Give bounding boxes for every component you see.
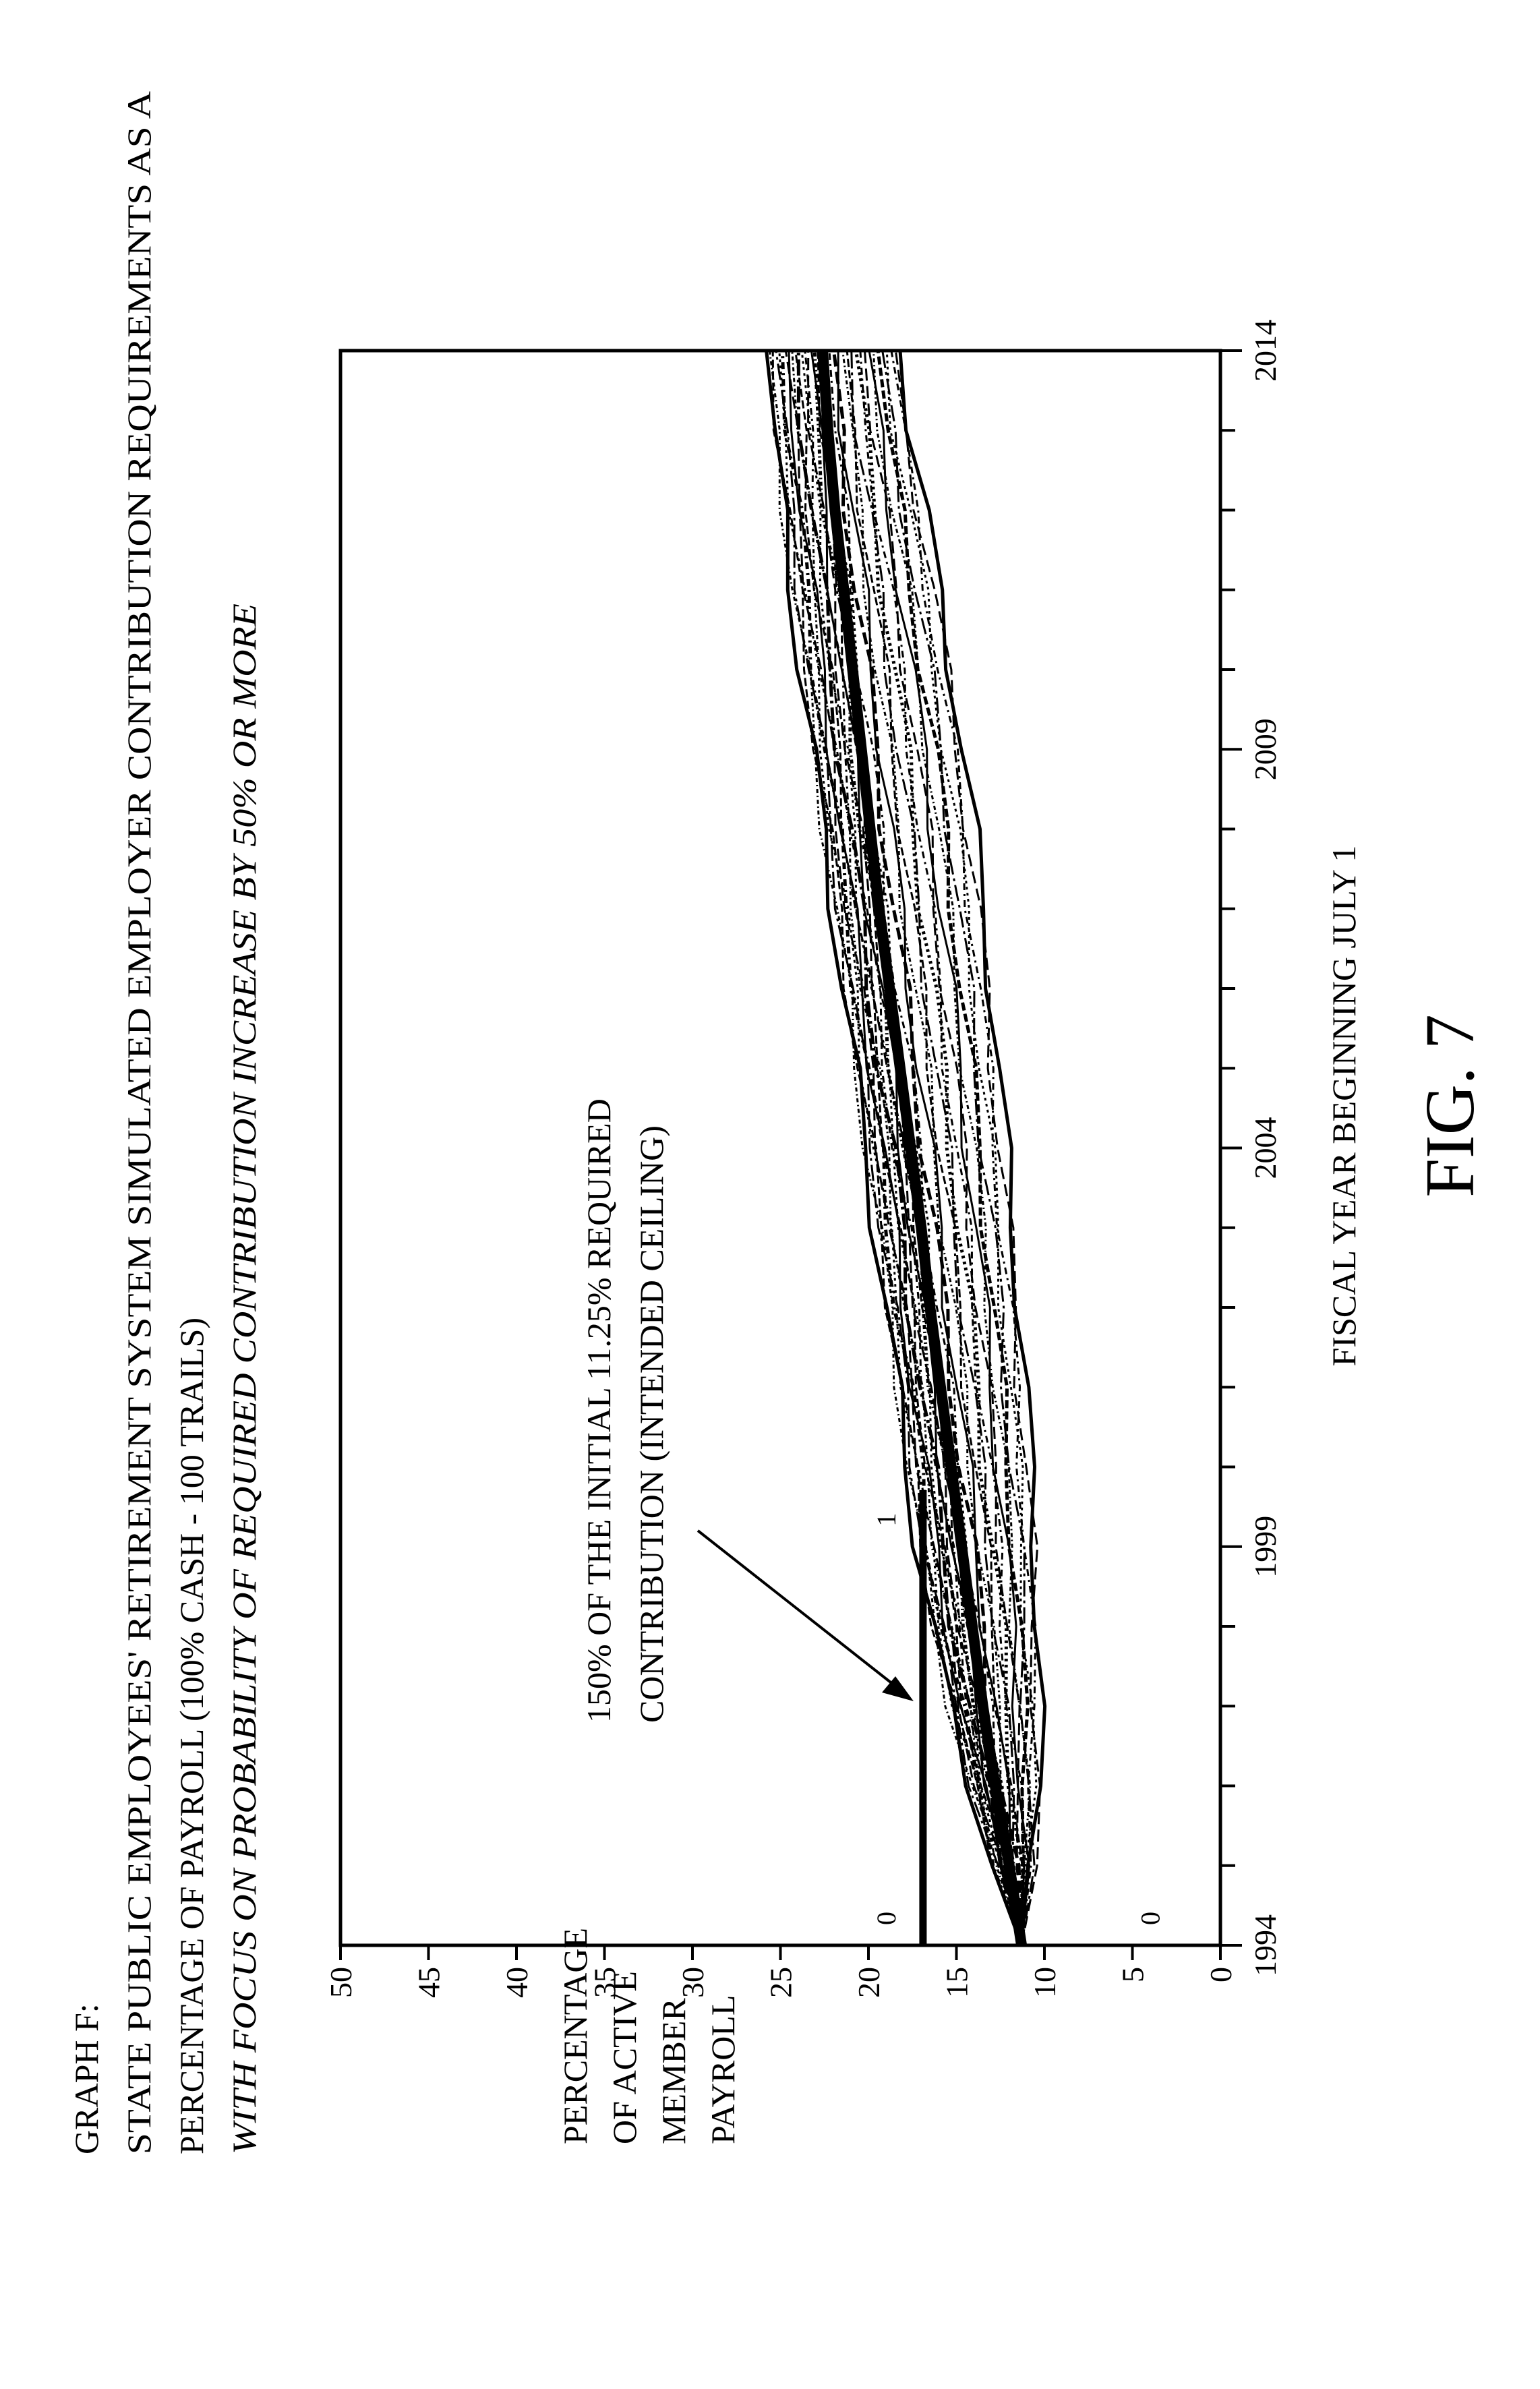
count-marker: 1 bbox=[871, 1513, 901, 1527]
header-subtitle: WITH FOCUS ON PROBABILITY OF REQUIRED CO… bbox=[225, 603, 263, 2154]
header-title-line2: PERCENTAGE OF PAYROLL (100% CASH - 100 T… bbox=[173, 1318, 210, 2154]
y-axis-label: PERCENTAGEOF ACTIVEMEMBERPAYROLL bbox=[556, 1928, 742, 2144]
y-tick-label: 0 bbox=[1204, 1967, 1238, 1982]
ceiling-arrow-shaft bbox=[698, 1531, 904, 1692]
x-tick-label: 2004 bbox=[1248, 1117, 1282, 1179]
y-tick-label: 45 bbox=[412, 1967, 446, 1998]
y-tick-label: 15 bbox=[940, 1967, 974, 1998]
figure-label: FIG. 7 bbox=[1411, 1014, 1489, 1198]
trial-paths-bundle bbox=[767, 351, 1045, 1945]
plot-frame bbox=[340, 351, 1220, 1945]
x-tick-label: 1994 bbox=[1248, 1914, 1282, 1976]
y-tick-label: 10 bbox=[1028, 1967, 1062, 1998]
ceiling-label-line: 150% OF THE INITIAL 11.25% REQUIRED bbox=[580, 1098, 618, 1723]
y-tick-label: 5 bbox=[1116, 1967, 1150, 1982]
ceiling-label-line: CONTRIBUTION (INTENDED CEILING) bbox=[632, 1125, 670, 1723]
x-axis-label: FISCAL YEAR BEGINNING JULY 1 bbox=[1325, 846, 1363, 1367]
y-tick-label: 20 bbox=[852, 1967, 886, 1998]
y-axis-label-line: PAYROLL bbox=[704, 1995, 742, 2144]
y-axis-label-line: PERCENTAGE bbox=[556, 1928, 594, 2144]
x-tick-label: 1999 bbox=[1248, 1516, 1282, 1578]
axis-ticks: 0510152025303540455019941999200420092014 bbox=[324, 320, 1282, 1998]
header-title-line1: STATE PUBLIC EMPLOYEES' RETIREMENT SYSTE… bbox=[120, 91, 158, 2154]
y-tick-label: 25 bbox=[764, 1967, 798, 1998]
y-tick-label: 30 bbox=[676, 1967, 710, 1998]
y-tick-label: 35 bbox=[588, 1967, 622, 1998]
y-tick-label: 40 bbox=[500, 1967, 534, 1998]
y-tick-label: 50 bbox=[324, 1967, 358, 1998]
header-label: GRAPH F: bbox=[67, 2003, 105, 2154]
x-tick-label: 2009 bbox=[1248, 718, 1282, 780]
count-marker: 0 bbox=[871, 1912, 901, 1925]
y-axis-label-line: MEMBER bbox=[655, 1998, 692, 2144]
count-marker: 0 bbox=[1135, 1912, 1166, 1925]
x-tick-label: 2014 bbox=[1248, 320, 1282, 382]
